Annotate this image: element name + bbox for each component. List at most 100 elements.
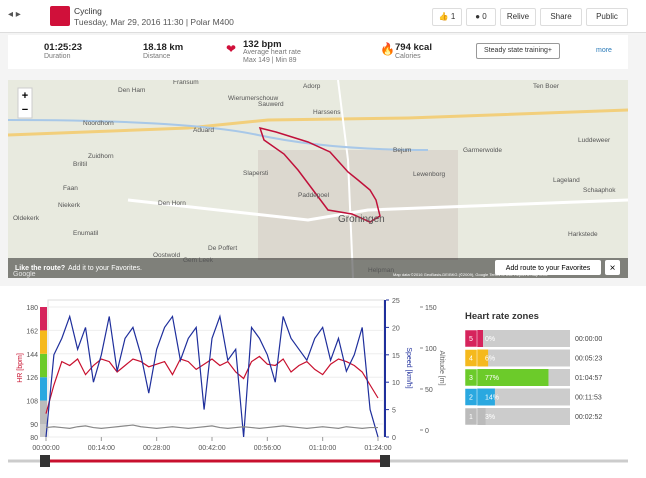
- place-label: Den Horn: [158, 200, 186, 207]
- sport-icon: [50, 6, 70, 26]
- duration: 01:25:23: [44, 42, 83, 53]
- range-handle[interactable]: [40, 455, 50, 467]
- canal: [8, 119, 429, 151]
- altitude-tick-label: 50: [425, 387, 433, 394]
- speed-tick-label: 25: [392, 298, 400, 305]
- zone-band: [40, 424, 47, 437]
- like-count: 1: [450, 12, 456, 21]
- series-line: [45, 314, 379, 438]
- speed-tick-label: 20: [392, 325, 400, 332]
- x-tick-label: 01:10:00: [309, 445, 336, 452]
- comment-button[interactable]: ● 0: [466, 8, 496, 26]
- place-label: Lageland: [553, 177, 580, 184]
- place-label: Lewenborg: [413, 171, 446, 178]
- place-label: Gem Leek: [183, 257, 214, 264]
- place-label: Bejum: [393, 147, 411, 154]
- range-handle[interactable]: [380, 455, 390, 467]
- favorite-overlay: [8, 258, 628, 278]
- place-label: Helpman: [368, 267, 394, 274]
- place-label: Den Ham: [118, 87, 145, 94]
- zone-band: [40, 400, 47, 424]
- zone-band: [40, 353, 47, 378]
- zone-percent: 6%: [485, 356, 495, 363]
- zoom-out[interactable]: −: [22, 104, 28, 116]
- place-label: Aduard: [193, 127, 214, 134]
- zone-band: [40, 377, 47, 401]
- zone-bar: [465, 369, 549, 386]
- top-bar: [0, 0, 646, 33]
- zone-badge: [464, 407, 478, 426]
- place-label: Faan: [63, 185, 78, 192]
- x-tick-label: 00:14:00: [88, 445, 115, 452]
- speed-tick-label: 15: [392, 353, 400, 360]
- sport: Cycling: [74, 6, 102, 16]
- public-button[interactable]: Public: [586, 8, 628, 26]
- place-label: Niekerk: [58, 202, 81, 209]
- road: [127, 198, 628, 222]
- relive-button[interactable]: Relive: [500, 8, 536, 26]
- calories-label: Calories: [395, 53, 421, 60]
- zone-percent: 3%: [485, 414, 495, 421]
- zone-percent: 14%: [485, 395, 499, 402]
- place-label: Garmerwolde: [463, 147, 502, 154]
- zone-background: [465, 349, 570, 367]
- speed-tick-label: 10: [392, 380, 400, 387]
- hr-range: Max 149 | Min 89: [243, 57, 297, 64]
- place-label: Oostwold: [153, 252, 180, 259]
- distance: 18.18 km: [143, 42, 184, 53]
- place-label: Harkstede: [568, 231, 598, 238]
- zone-band: [40, 307, 47, 331]
- date: Tuesday, Mar 29, 2016 11:30 | Polar M400: [74, 17, 234, 27]
- avg-hr: 132 bpm: [243, 39, 282, 50]
- speed-tick-label: 5: [392, 408, 396, 415]
- nav-arrows[interactable]: ◂ ▸: [8, 9, 21, 20]
- training-button[interactable]: Steady state training+: [476, 43, 560, 59]
- zone-percent: 77%: [485, 375, 499, 382]
- zone-time: 00:02:52: [575, 414, 602, 421]
- place-label: Slapersti: [243, 170, 268, 177]
- zone-time: 00:05:23: [575, 356, 602, 363]
- like-button[interactable]: 👍 1: [432, 8, 462, 26]
- comment-count: 0: [482, 12, 487, 21]
- hr-tick-label: 90: [30, 422, 38, 429]
- place-label: Oldekerk: [13, 215, 40, 222]
- zoom-in[interactable]: +: [22, 90, 28, 102]
- zone-number: 4: [469, 356, 473, 363]
- close-button[interactable]: [605, 260, 620, 275]
- altitude-tick-label: 100: [425, 346, 437, 353]
- zone-badge: [464, 388, 478, 406]
- like-text: Like the route?: [15, 265, 65, 272]
- zone-percent: 0%: [485, 336, 495, 343]
- zoom-control[interactable]: [17, 87, 33, 119]
- hr-tick-label: 108: [26, 399, 38, 406]
- share-button[interactable]: Share: [540, 8, 582, 26]
- hr-tick-label: 162: [26, 328, 38, 335]
- x-tick-label: 00:56:00: [254, 445, 281, 452]
- road: [337, 80, 354, 278]
- place-label: Schaaphok: [583, 187, 616, 194]
- attribution: Map data ©2016 GeoBasis-DE/BKG (©2009), …: [393, 272, 548, 277]
- map[interactable]: + − Like the route? Add it to your Favor…: [8, 80, 628, 278]
- duration-label: Duration: [44, 53, 71, 60]
- place-label: Wierumerschouw: [228, 95, 279, 102]
- place-label: Adorp: [303, 83, 321, 90]
- zones-title: Heart rate zones: [465, 311, 539, 322]
- zone-time: 00:00:00: [575, 336, 602, 343]
- speed-tick-label: 0: [392, 435, 396, 442]
- add-favorite-button[interactable]: [495, 260, 601, 275]
- series-line: [45, 355, 379, 414]
- route: [258, 126, 381, 223]
- add-favorite-text: Add route to your Favorites: [506, 265, 591, 272]
- more-link[interactable]: more: [596, 47, 612, 54]
- hr-tick-label: 144: [26, 352, 38, 359]
- calories: 794 kcal: [395, 42, 432, 53]
- place-label: Enumatil: [73, 230, 99, 237]
- close-text: ×: [610, 263, 616, 274]
- zone-number: 5: [469, 336, 473, 343]
- hr-tick-label: 180: [26, 305, 38, 312]
- add-link[interactable]: Add it to your Favorites.: [68, 265, 142, 272]
- x-tick-label: 00:00:00: [32, 445, 59, 452]
- place-label: Zuidhorn: [88, 153, 114, 160]
- google-logo: Google: [13, 271, 36, 278]
